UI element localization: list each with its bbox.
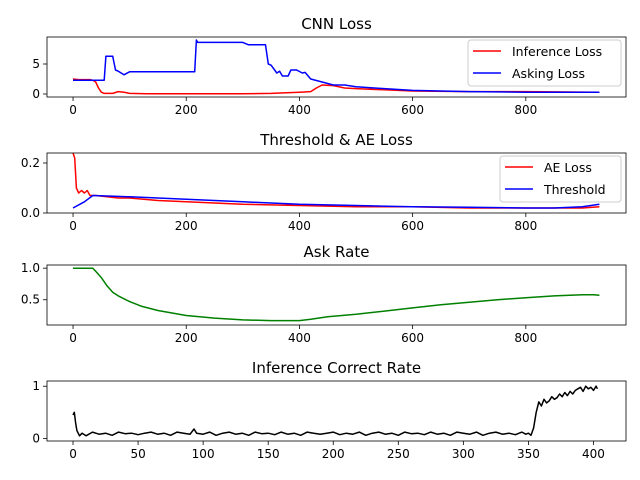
x-tick-label: 200	[175, 219, 198, 233]
x-tick-label: 300	[452, 447, 475, 461]
x-tick-label: 800	[514, 219, 537, 233]
x-tick-label: 600	[401, 331, 424, 345]
series-line-series-1	[72, 385, 599, 437]
series-line-series-1	[73, 267, 600, 322]
x-tick-label: 400	[288, 331, 311, 345]
x-tick-label: 400	[582, 447, 605, 461]
x-tick-label: 200	[322, 447, 345, 461]
legend-label: Threshold	[543, 182, 606, 197]
x-tick-label: 400	[288, 219, 311, 233]
subplot-1: CNN Loss 0 200 400 600 800 0 5 Inference Loss Ask…	[32, 15, 627, 117]
x-tick-label: 100	[192, 447, 215, 461]
x-tick-label: 400	[288, 103, 311, 117]
legend: AE Loss Threshold	[499, 155, 622, 203]
x-tick-label: 0	[69, 331, 77, 345]
x-tick-label: 800	[514, 331, 537, 345]
x-tick-label: 200	[175, 103, 198, 117]
x-tick-label: 0	[69, 219, 77, 233]
y-tick-label: 0	[32, 87, 40, 101]
x-tick-label: 600	[401, 103, 424, 117]
subplot-title: CNN Loss	[301, 15, 372, 33]
axes-frame	[46, 152, 627, 214]
y-tick-label: 0.0	[21, 206, 40, 220]
legend: Inference Loss Asking Loss	[467, 39, 622, 87]
y-tick-label: 1.0	[21, 261, 40, 275]
legend-label: Inference Loss	[512, 44, 602, 59]
series-line-inference-loss	[72, 78, 600, 95]
subplot-title: Ask Rate	[304, 243, 370, 261]
y-tick-label: 0.2	[21, 156, 40, 170]
x-tick-label: 800	[514, 103, 537, 117]
axes-frame	[46, 264, 627, 326]
subplot-3: Ask Rate 0 200 400 600 800 0.5 1.0	[21, 243, 627, 345]
y-tick-label: 5	[32, 57, 40, 71]
x-tick-label: 250	[387, 447, 410, 461]
legend-label: Asking Loss	[512, 66, 585, 81]
legend-label: AE Loss	[544, 160, 592, 175]
y-tick-label: 0.5	[21, 293, 40, 307]
x-tick-label: 150	[257, 447, 280, 461]
y-tick-label: 0	[32, 431, 40, 445]
subplot-2: Threshold & AE Loss 0 200 400 600 800 0.0 0.2 AE…	[21, 131, 627, 233]
subplot-title: Inference Correct Rate	[252, 359, 421, 377]
legend-box	[467, 39, 622, 87]
x-tick-label: 0	[69, 103, 77, 117]
subplot-title: Threshold & AE Loss	[259, 131, 413, 149]
x-tick-label: 350	[517, 447, 540, 461]
y-tick-label: 1	[32, 379, 40, 393]
x-tick-label: 0	[69, 447, 77, 461]
x-tick-label: 600	[401, 219, 424, 233]
subplot-4: Inference Correct Rate 0 50 100 150 200 250 300…	[32, 359, 627, 461]
axes-frame	[46, 380, 627, 442]
series-line-asking-loss	[73, 39, 600, 93]
x-tick-label: 50	[130, 447, 145, 461]
x-tick-label: 200	[175, 331, 198, 345]
series-line-threshold	[72, 194, 600, 209]
axes-frame	[46, 36, 627, 98]
